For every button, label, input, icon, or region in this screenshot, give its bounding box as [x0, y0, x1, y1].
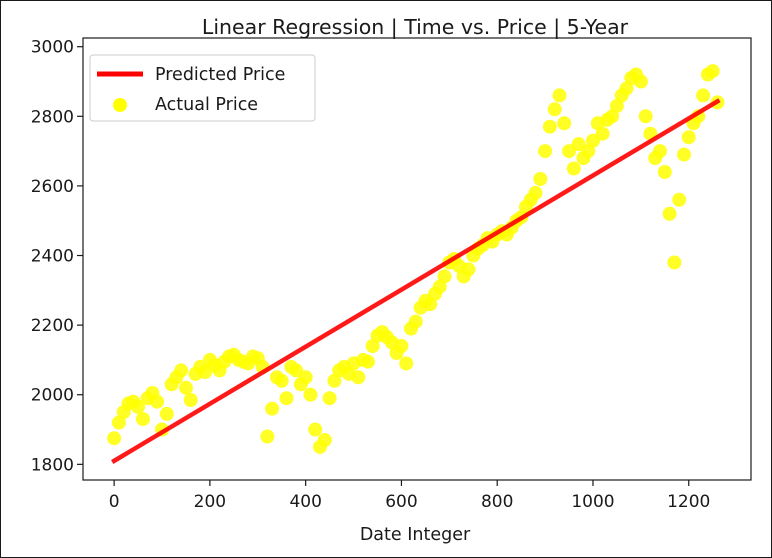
x-axis-label: Date Integer [360, 525, 471, 545]
actual-price-point [174, 363, 189, 378]
actual-price-point [662, 206, 677, 221]
actual-price-point [303, 387, 318, 402]
predicted-price-line [111, 98, 721, 464]
y-tick-label: 2800 [31, 107, 74, 127]
x-tick-label: 200 [194, 492, 226, 512]
actual-price-point [308, 422, 323, 437]
x-tick-label: 1000 [571, 492, 614, 512]
y-tick-label: 2400 [31, 247, 74, 267]
actual-price-point [131, 399, 146, 414]
legend: Predicted Price Actual Price [89, 54, 316, 122]
x-tick-label: 600 [385, 492, 417, 512]
x-axis: 0 200 400 600 800 1000 1200 [109, 480, 710, 512]
actual-price-point [586, 133, 600, 148]
plot-area [82, 37, 752, 481]
actual-price-point [360, 354, 375, 369]
actual-price-point [672, 192, 687, 207]
actual-price-point [183, 393, 198, 407]
actual-price-point [552, 88, 567, 103]
y-tick-label: 3000 [31, 38, 74, 58]
y-axis: 1800 2000 2200 2400 2600 2800 3000 [31, 38, 83, 475]
actual-price-point [198, 365, 213, 380]
actual-price-point [538, 144, 553, 159]
y-tick-label: 2600 [31, 177, 74, 197]
actual-price-point [657, 165, 672, 179]
actual-price-point [528, 185, 543, 200]
actual-price-point [571, 137, 586, 152]
actual-price-point [423, 297, 438, 312]
actual-price-point [351, 370, 366, 385]
actual-price-point [566, 161, 581, 176]
legend-actual-label: Actual Price [155, 95, 258, 115]
actual-price-point [408, 314, 423, 329]
actual-price-point [557, 116, 572, 131]
actual-price-point [135, 412, 150, 427]
actual-price-point [279, 391, 294, 406]
actual-price-point [107, 431, 122, 446]
actual-price-point [265, 401, 280, 416]
actual-price-point [179, 380, 193, 395]
x-tick-label: 1200 [667, 492, 710, 512]
legend-box [89, 54, 316, 122]
actual-price-point [653, 144, 667, 159]
y-tick-label: 2000 [31, 386, 74, 406]
actual-price-point [150, 394, 165, 409]
x-tick-label: 400 [289, 492, 321, 512]
actual-price-point [619, 81, 634, 96]
actual-price-point [298, 370, 313, 385]
legend-actual-swatch [113, 98, 127, 112]
actual-price-point [317, 433, 332, 447]
actual-price-point [394, 339, 409, 353]
actual-price-point [432, 279, 447, 294]
actual-price-point [327, 373, 342, 388]
actual-price-point [677, 147, 691, 162]
actual-price-point [595, 126, 610, 141]
actual-price-point [533, 172, 548, 186]
actual-price-point [681, 130, 696, 145]
actual-price-point [696, 88, 711, 103]
actual-price-point [274, 373, 289, 388]
y-tick-label: 2200 [31, 316, 74, 336]
actual-price-point [111, 415, 126, 430]
x-tick-label: 800 [481, 492, 513, 512]
actual-price-point [705, 64, 720, 79]
actual-price-point [638, 109, 653, 124]
actual-price-point [562, 144, 576, 159]
actual-price-point [159, 406, 174, 421]
legend-predicted-label: Predicted Price [155, 65, 285, 85]
actual-price-point [667, 255, 682, 270]
y-tick-label: 1800 [31, 455, 74, 475]
actual-price-point [605, 109, 620, 124]
x-tick-label: 0 [109, 492, 120, 512]
actual-price-point [542, 119, 557, 134]
actual-price-point [437, 269, 452, 284]
actual-price-point [609, 98, 624, 113]
chart-title: Linear Regression | Time vs. Price | 5-Y… [202, 15, 629, 40]
actual-price-point [581, 144, 596, 159]
actual-price-point [322, 391, 337, 406]
actual-price-point [365, 339, 380, 353]
actual-price-point [633, 74, 648, 89]
actual-price-point [260, 429, 275, 444]
actual-price-point [461, 262, 476, 277]
actual-price-point [547, 102, 562, 117]
actual-price-point [399, 356, 414, 371]
